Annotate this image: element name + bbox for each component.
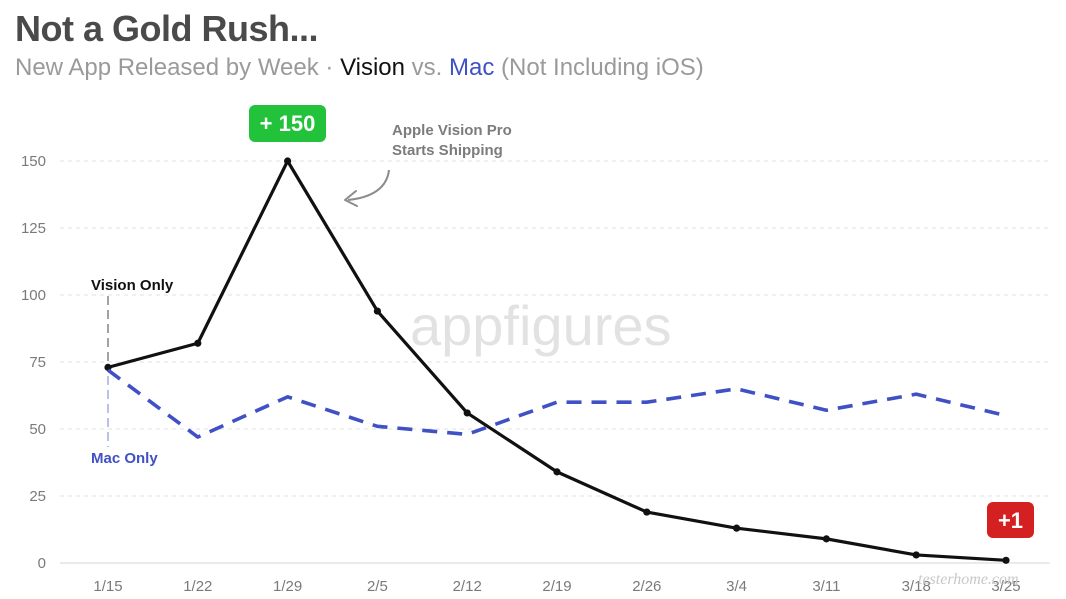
x-tick-label: 1/15 xyxy=(93,578,122,595)
vision-data-point xyxy=(912,551,920,559)
vision-data-point xyxy=(733,524,741,532)
x-tick-label: 3/18 xyxy=(902,578,931,595)
vision-data-point xyxy=(553,468,561,476)
arrow-head xyxy=(344,190,358,207)
subtitle-mac: Mac xyxy=(449,54,495,81)
x-tick-label: 2/19 xyxy=(542,578,571,595)
annotation-layer: Vision Only Mac Only + 150 Apple Vision Pro… xyxy=(91,105,1034,538)
subtitle-vision: Vision xyxy=(340,54,405,81)
vision-data-point xyxy=(1002,556,1010,564)
vision-series-line xyxy=(107,159,1007,562)
subtitle-suffix: (Not Including iOS) xyxy=(494,54,704,81)
vision-data-point xyxy=(284,157,292,165)
end-badge xyxy=(987,502,1034,538)
vision-data-point xyxy=(643,508,651,516)
vision-data-point xyxy=(373,307,381,315)
y-tick-label: 75 xyxy=(29,354,46,371)
chart-title: Not a Gold Rush... xyxy=(15,8,319,49)
axis-layer: 0 25 50 75 100 125 150 1/15 1/22 1/29 2/5 2/12 2/19 2… xyxy=(21,153,1050,595)
peak-note-line2: Starts Shipping xyxy=(392,142,503,159)
x-tick-label: 3/4 xyxy=(726,578,747,595)
series-layer xyxy=(104,157,1010,564)
vision-data-point xyxy=(822,535,831,543)
mac-series-label: Mac Only xyxy=(91,450,158,467)
end-badge-label: +1 xyxy=(998,508,1023,533)
mac-series-line xyxy=(106,368,1007,439)
x-tick-label: 3/11 xyxy=(812,578,840,595)
vision-series-label: Vision Only xyxy=(91,277,174,294)
subtitle-prefix: New App Released by Week · xyxy=(15,54,341,81)
x-tick-label: 2/12 xyxy=(453,578,482,595)
y-tick-label: 125 xyxy=(21,220,46,237)
arrow-curve xyxy=(347,169,390,201)
vision-data-point xyxy=(194,339,202,347)
vision-data-point xyxy=(463,409,471,417)
peak-note-line1: Apple Vision Pro xyxy=(392,122,512,139)
x-tick-label: 1/22 xyxy=(183,578,212,595)
x-tick-label: 2/5 xyxy=(367,578,388,595)
appfigures-watermark: appfigures xyxy=(410,294,672,357)
y-tick-label: 50 xyxy=(29,421,46,438)
subtitle-vs: vs. xyxy=(405,54,450,81)
y-tick-label: 100 xyxy=(21,287,46,304)
x-tick-label: 1/29 xyxy=(273,578,302,595)
x-tick-label: 2/26 xyxy=(632,578,661,595)
corner-watermark: testerhome.com xyxy=(918,571,1019,588)
peak-badge-label: + 150 xyxy=(260,111,316,136)
x-tick-label: 3/25 xyxy=(991,578,1020,595)
chart-subtitle: New App Released by Week · Vision vs. Ma… xyxy=(15,54,704,82)
grid-layer xyxy=(60,160,1050,497)
y-tick-label: 25 xyxy=(29,488,46,505)
peak-badge xyxy=(249,105,326,142)
y-tick-label: 0 xyxy=(38,555,46,572)
y-tick-label: 150 xyxy=(21,153,46,170)
